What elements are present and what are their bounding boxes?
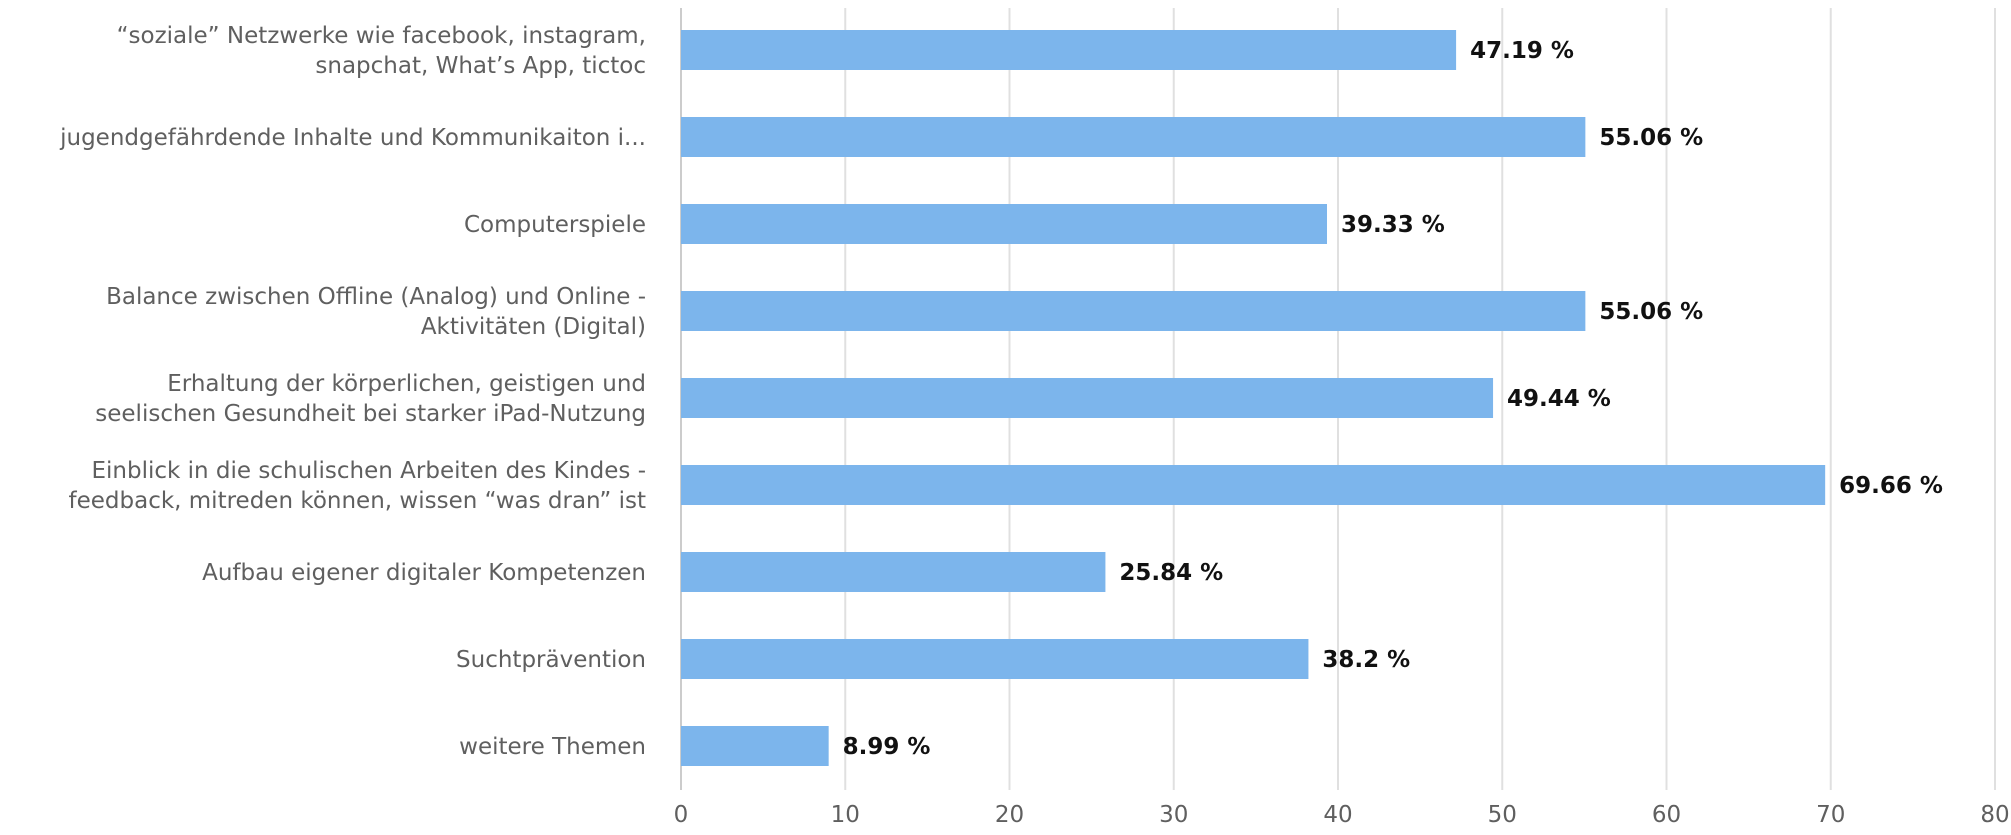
category-label-line: jugendgefährdende Inhalte und Kommunikai… [59, 125, 646, 151]
x-tick-label: 10 [831, 802, 860, 828]
x-tick-label: 0 [674, 802, 689, 828]
x-tick-label: 50 [1488, 802, 1517, 828]
category-label-line: Suchtprävention [456, 647, 646, 673]
bar [681, 639, 1309, 679]
bar [681, 204, 1327, 244]
data-label: 8.99 % [843, 734, 931, 760]
data-label: 49.44 % [1507, 386, 1611, 412]
category-label: Computerspiele [464, 212, 646, 238]
data-label: 55.06 % [1599, 299, 1703, 325]
bar [681, 117, 1586, 157]
category-label-line: Einblick in die schulischen Arbeiten des… [91, 458, 646, 484]
category-label: jugendgefährdende Inhalte und Kommunikai… [59, 125, 646, 151]
bar [681, 30, 1457, 70]
category-label-line: “soziale” Netzwerke wie facebook, instag… [117, 23, 646, 49]
category-label: “soziale” Netzwerke wie facebook, instag… [117, 23, 646, 79]
bar [681, 726, 829, 766]
x-tick-label: 70 [1816, 802, 1845, 828]
category-label-line: snapchat, What’s App, tictoc [315, 53, 646, 79]
category-label-line: weitere Themen [459, 734, 646, 760]
bar [681, 378, 1494, 418]
category-label: Suchtprävention [456, 647, 646, 673]
category-label: weitere Themen [459, 734, 646, 760]
x-tick-label: 80 [1980, 802, 2009, 828]
category-label-line: Aufbau eigener digitaler Kompetenzen [202, 560, 646, 586]
category-label: Aufbau eigener digitaler Kompetenzen [202, 560, 646, 586]
bar [681, 291, 1586, 331]
category-label: Erhaltung der körperlichen, geistigen un… [95, 371, 646, 427]
data-labels: 47.19 % 55.06 % 39.33 % 55.06 % 49.44 % 69.66… [843, 38, 1943, 760]
x-axis-ticks: 0 10 20 30 40 50 60 70 80 [674, 802, 2010, 828]
category-label-line: Computerspiele [464, 212, 646, 238]
data-label: 39.33 % [1341, 212, 1445, 238]
bar [681, 552, 1106, 592]
x-tick-label: 40 [1323, 802, 1352, 828]
data-label: 55.06 % [1599, 125, 1703, 151]
data-label: 69.66 % [1839, 473, 1943, 499]
x-tick-label: 60 [1652, 802, 1681, 828]
category-label-line: feedback, mitreden können, wissen “was d… [69, 488, 647, 514]
bars [681, 30, 1826, 766]
category-label-line: Balance zwischen Offline (Analog) und On… [106, 284, 646, 310]
data-label: 38.2 % [1322, 647, 1410, 673]
data-label: 47.19 % [1470, 38, 1574, 64]
x-tick-label: 30 [1159, 802, 1188, 828]
category-label-line: Aktivitäten (Digital) [421, 314, 646, 340]
category-label: Balance zwischen Offline (Analog) und On… [106, 284, 646, 340]
category-labels: “soziale” Netzwerke wie facebook, instag… [59, 23, 646, 760]
data-label: 25.84 % [1119, 560, 1223, 586]
category-label-line: Erhaltung der körperlichen, geistigen un… [167, 371, 646, 397]
category-label-line: seelischen Gesundheit bei starker iPad-N… [95, 401, 646, 427]
category-label: Einblick in die schulischen Arbeiten des… [69, 458, 647, 514]
x-tick-label: 20 [995, 802, 1024, 828]
bar [681, 465, 1826, 505]
